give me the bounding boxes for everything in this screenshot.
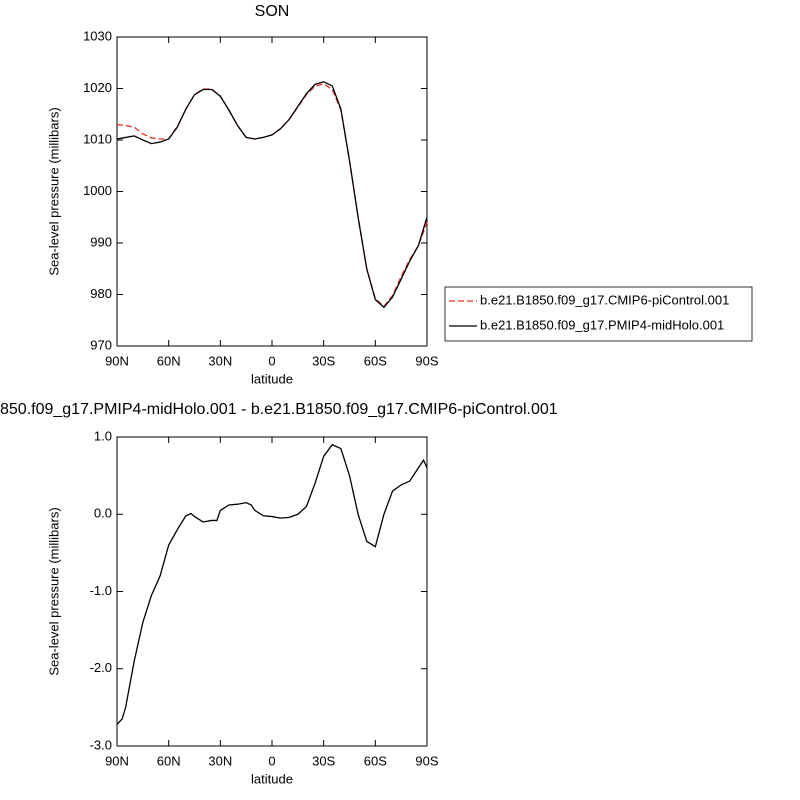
x-tick-label: 90N <box>105 753 129 768</box>
data-line <box>116 81 428 309</box>
chart-title: SON <box>255 3 290 20</box>
x-tick-label: 0 <box>268 753 275 768</box>
x-tick-label: 60S <box>364 753 387 768</box>
plot-frame <box>116 36 428 347</box>
y-tick-label: 1030 <box>83 28 112 43</box>
x-tick-label: 30N <box>208 353 232 368</box>
x-tick-label: 90S <box>415 753 438 768</box>
legend-label: b.e21.B1850.f09_g17.CMIP6-piControl.001 <box>480 292 729 307</box>
chart-title: 850.f09_g17.PMIP4-midHolo.001 - b.e21.B1… <box>0 401 558 418</box>
y-tick-label: 980 <box>90 286 112 301</box>
y-tick-label: -1.0 <box>90 583 112 598</box>
x-tick-label: 90S <box>415 353 438 368</box>
y-axis-label: Sea-level pressure (millibars) <box>46 107 61 275</box>
x-tick-label: 60S <box>364 353 387 368</box>
y-tick-label: 1.0 <box>94 428 112 443</box>
x-tick-label: 90N <box>105 353 129 368</box>
x-tick-label: 0 <box>268 353 275 368</box>
x-axis-label: latitude <box>251 371 293 386</box>
legend-box <box>444 286 753 342</box>
x-tick-label: 30S <box>312 353 335 368</box>
x-tick-label: 60N <box>157 353 181 368</box>
x-tick-label: 30S <box>312 753 335 768</box>
y-tick-label: 1000 <box>83 183 112 198</box>
y-tick-label: 0.0 <box>94 506 112 521</box>
x-tick-label: 30N <box>208 753 232 768</box>
x-tick-label: 60N <box>157 753 181 768</box>
y-tick-label: 970 <box>90 337 112 352</box>
y-tick-label: -3.0 <box>90 737 112 752</box>
y-tick-label: 1020 <box>83 80 112 95</box>
y-tick-label: 1010 <box>83 131 112 146</box>
y-tick-label: 990 <box>90 234 112 249</box>
legend-label: b.e21.B1850.f09_g17.PMIP4-midHolo.001 <box>480 317 724 332</box>
data-line <box>116 443 428 725</box>
plot-frame <box>116 436 428 747</box>
y-axis-label: Sea-level pressure (millibars) <box>46 507 61 675</box>
y-tick-label: -2.0 <box>90 660 112 675</box>
x-axis-label: latitude <box>251 771 293 786</box>
data-line <box>116 83 428 308</box>
